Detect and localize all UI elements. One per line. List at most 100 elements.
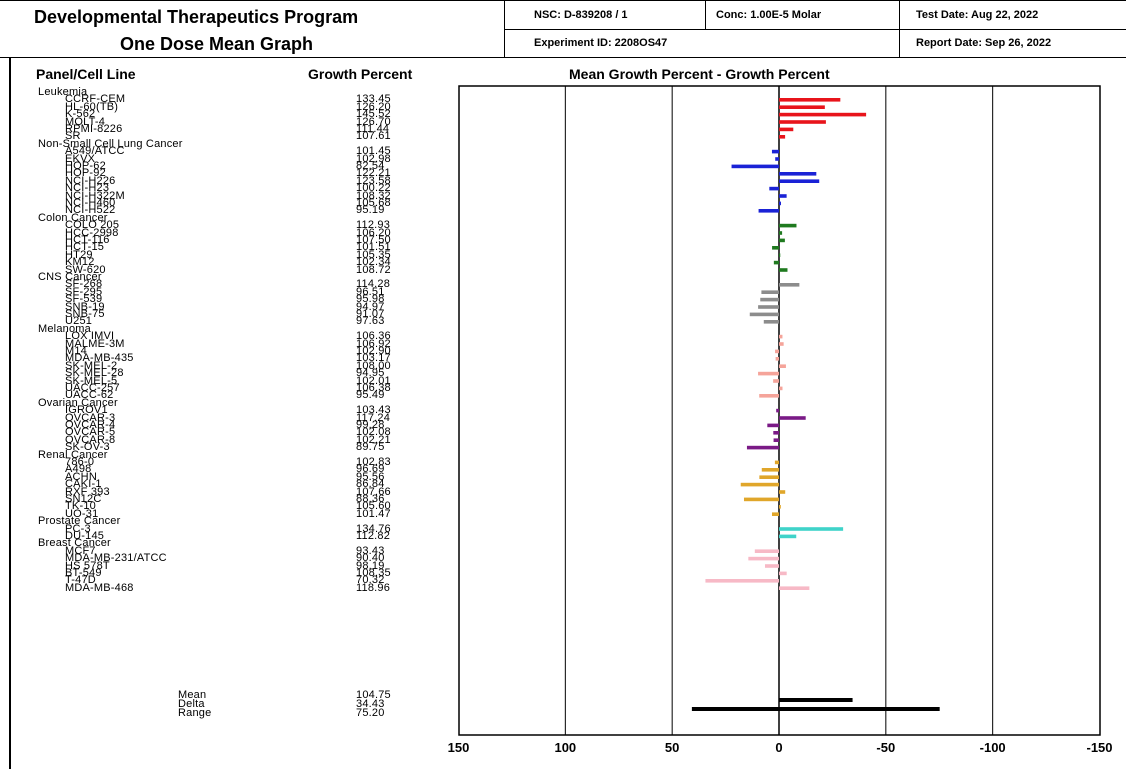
panel-name: Breast Cancer — [38, 537, 111, 550]
growth-bar — [731, 164, 779, 169]
growth-bar — [771, 149, 779, 154]
growth-percent-value: 108.00 — [356, 359, 391, 372]
growth-bar — [779, 534, 797, 539]
growth-percent-value: 82.54 — [356, 160, 385, 172]
cell-line-name: MDA-MB-231/ATCC — [65, 552, 167, 565]
growth-bar — [764, 564, 779, 568]
growth-bar — [759, 394, 779, 398]
cell-line-name: MALME-3M — [65, 337, 125, 350]
growth-bar — [779, 98, 841, 102]
cell-line-name: KM12 — [65, 256, 95, 269]
growth-bar — [746, 445, 779, 450]
x-tick-label: -100 — [980, 740, 1006, 755]
cell-line-name: OVCAR-8 — [65, 433, 116, 446]
growth-percent-value: 88.36 — [356, 493, 385, 505]
growth-bar — [775, 157, 779, 161]
growth-percent-value: 89.75 — [356, 441, 385, 454]
growth-bar — [758, 209, 779, 213]
cell-line-name: HL-60(TB) — [65, 100, 119, 113]
growth-bar — [773, 260, 779, 265]
cell-line-name: MDA-MB-435 — [65, 352, 134, 365]
growth-bar — [705, 579, 779, 583]
growth-percent-value: 102.01 — [356, 374, 391, 387]
growth-percent-value: 102.34 — [356, 256, 391, 269]
growth-percent-value: 99.28 — [356, 419, 385, 431]
growth-bar — [779, 105, 825, 109]
growth-percent-value: 95.19 — [356, 204, 385, 217]
growth-bar — [775, 349, 779, 354]
panel-column-header: Panel/Cell Line — [36, 66, 136, 82]
growth-percent-value: 123.58 — [356, 174, 391, 187]
report-header: Developmental Therapeutics Program One D… — [0, 0, 1126, 58]
growth-bar — [779, 586, 810, 590]
report-date-box — [899, 29, 1126, 58]
growth-percent-value: 102.83 — [356, 456, 391, 468]
growth-bar — [759, 475, 779, 479]
cell-line-name: IGROV1 — [65, 404, 108, 417]
panel-name: Colon Cancer — [38, 211, 108, 224]
growth-percent-value: 107.61 — [356, 130, 391, 143]
growth-bar — [773, 379, 779, 383]
cell-line-name: LOX IMVI — [65, 330, 115, 343]
cell-line-name: SNB-75 — [65, 308, 105, 320]
growth-percent-value: 118.96 — [356, 581, 391, 594]
growth-percent-value: 91.07 — [356, 308, 385, 320]
x-tick-label: 150 — [448, 740, 470, 755]
growth-bar — [779, 334, 783, 339]
growth-percent-value: 105.60 — [356, 500, 391, 513]
growth-percent-value: 108.35 — [356, 567, 391, 579]
cell-line-name: TK-10 — [65, 500, 96, 513]
growth-percent-value: 112.93 — [356, 219, 391, 232]
growth-bar — [779, 364, 786, 368]
growth-percent-value: 107.50 — [356, 234, 391, 246]
cell-line-name: SK-MEL-5 — [65, 374, 118, 387]
growth-percent-value: 112.82 — [356, 530, 391, 542]
panel-name: Renal Cancer — [38, 448, 108, 461]
growth-bar — [779, 135, 786, 139]
cell-line-name: BT-549 — [65, 567, 102, 579]
experiment-id-label: Experiment ID: 2208OS47 — [534, 37, 668, 49]
growth-bar — [772, 246, 779, 250]
cell-line-name: 786-0 — [65, 456, 95, 468]
cell-line-name: RPMI-8226 — [65, 123, 123, 135]
growth-bar — [758, 371, 779, 376]
growth-bar — [779, 201, 781, 206]
growth-bar — [779, 283, 800, 287]
cell-line-name: UACC-62 — [65, 389, 114, 402]
cell-line-name: NCI-H460 — [65, 197, 116, 209]
cell-line-name: HCT-116 — [65, 234, 110, 246]
growth-percent-value: 90.40 — [356, 552, 385, 565]
growth-bar — [779, 253, 781, 257]
growth-bar — [779, 179, 820, 183]
growth-percent-value: 105.35 — [356, 248, 391, 261]
cell-line-name: SR — [65, 130, 81, 143]
cell-line-name: UACC-257 — [65, 382, 120, 394]
cell-line-name: CAKI-1 — [65, 478, 102, 491]
summary-label: Range — [178, 707, 212, 719]
cell-line-name: HCT-15 — [65, 241, 105, 254]
cell-line-name: EKVX — [65, 152, 96, 165]
cell-line-name: NCI-H226 — [65, 174, 116, 187]
growth-percent-value: 102.90 — [356, 345, 391, 357]
cell-line-name: SF-268 — [65, 278, 103, 291]
growth-percent-value: 126.70 — [356, 115, 391, 128]
panel-name: CNS Cancer — [38, 271, 102, 283]
cell-line-name: SK-MEL-2 — [65, 359, 118, 372]
growth-percent-value: 103.17 — [356, 352, 391, 365]
growth-bar — [779, 268, 788, 272]
x-tick-label: -50 — [876, 740, 895, 755]
growth-percent-value: 98.19 — [356, 559, 385, 572]
growth-bar — [779, 127, 794, 132]
cell-line-name: OVCAR-5 — [65, 426, 116, 439]
cell-line-name: MOLT-4 — [65, 115, 106, 128]
growth-bar — [749, 312, 779, 317]
cell-line-name: SW-620 — [65, 263, 106, 276]
cell-line-name: M14 — [65, 345, 87, 357]
growth-bar — [779, 386, 783, 391]
growth-bar — [758, 305, 779, 309]
growth-percent-value: 96.51 — [356, 285, 385, 298]
cell-line-name: SNB-19 — [65, 300, 105, 313]
cell-line-name: SK-MEL-28 — [65, 367, 124, 380]
cell-line-name: SK-OV-3 — [65, 441, 110, 454]
